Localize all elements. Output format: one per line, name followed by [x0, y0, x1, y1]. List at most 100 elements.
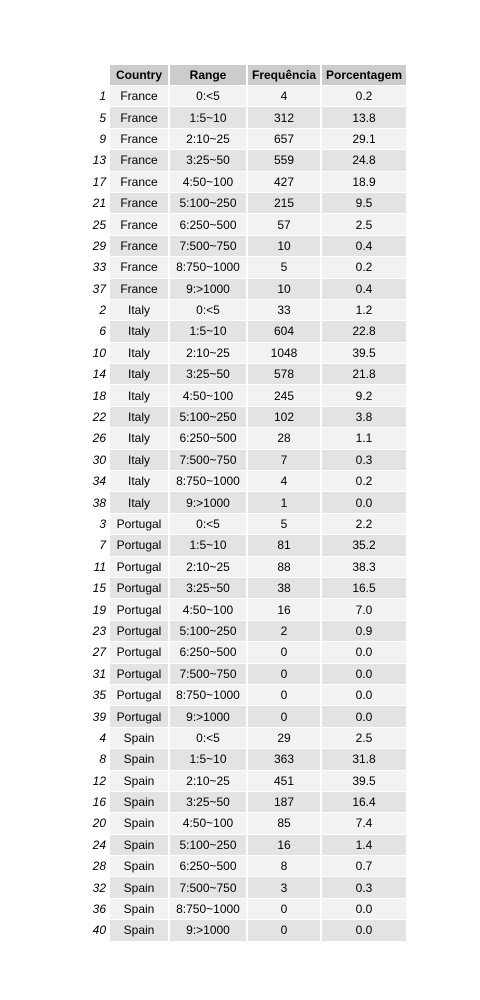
table-row: 19 Portugal 4:50~100 16 7.0 — [82, 599, 406, 620]
row-index: 38 — [92, 495, 106, 510]
cell-country: Portugal — [110, 513, 168, 535]
cell-range: 3:25~50 — [170, 791, 246, 813]
cell-frequencia: 88 — [248, 556, 320, 577]
cell-country: Spain — [110, 898, 168, 920]
cell-porcentagem: 21.8 — [322, 364, 406, 385]
cell-frequencia: 0 — [248, 663, 320, 684]
cell-frequencia: 245 — [248, 385, 320, 406]
cell-range: 7:500~750 — [170, 877, 246, 898]
row-index: 11 — [93, 559, 106, 574]
cell-country: Italy — [110, 385, 168, 406]
table-row: 21 France 5:100~250 215 9.5 — [82, 192, 406, 214]
table-row: 7 Portugal 1:5~10 81 35.2 — [82, 535, 406, 556]
row-index: 39 — [92, 709, 106, 724]
row-index: 9 — [99, 131, 106, 146]
cell-porcentagem: 24.8 — [322, 150, 406, 171]
table-row: 38 Italy 9:>1000 1 0.0 — [82, 492, 406, 513]
header-porcentagem: Porcentagem — [322, 65, 406, 85]
row-index: 17 — [92, 174, 106, 189]
row-index: 7 — [99, 538, 106, 553]
cell-frequencia: 1 — [248, 492, 320, 513]
cell-frequencia: 0 — [248, 920, 320, 941]
cell-porcentagem: 1.1 — [322, 428, 406, 449]
table-row: 28 Spain 6:250~500 8 0.7 — [82, 856, 406, 877]
row-index: 36 — [92, 902, 106, 917]
cell-frequencia: 657 — [248, 128, 320, 150]
header-range: Range — [170, 65, 246, 85]
row-index: 6 — [99, 324, 106, 339]
cell-frequencia: 29 — [248, 727, 320, 749]
table-row: 2 Italy 0:<5 33 1.2 — [82, 299, 406, 321]
cell-porcentagem: 0.9 — [322, 620, 406, 642]
cell-porcentagem: 0.3 — [322, 449, 406, 471]
cell-country: Spain — [110, 770, 168, 791]
cell-range: 5:100~250 — [170, 406, 246, 428]
cell-frequencia: 215 — [248, 192, 320, 214]
row-index: 16 — [92, 795, 106, 810]
cell-range: 7:500~750 — [170, 663, 246, 684]
table-row: 12 Spain 2:10~25 451 39.5 — [82, 770, 406, 791]
cell-country: Spain — [110, 856, 168, 877]
row-index: 8 — [99, 752, 106, 767]
cell-range: 8:750~1000 — [170, 257, 246, 278]
table-row: 22 Italy 5:100~250 102 3.8 — [82, 406, 406, 428]
cell-porcentagem: 35.2 — [322, 535, 406, 556]
table-row: 17 France 4:50~100 427 18.9 — [82, 171, 406, 192]
cell-range: 6:250~500 — [170, 428, 246, 449]
cell-country: France — [110, 257, 168, 278]
cell-country: France — [110, 150, 168, 171]
cell-range: 6:250~500 — [170, 642, 246, 663]
cell-porcentagem: 9.2 — [322, 385, 406, 406]
cell-country: Italy — [110, 364, 168, 385]
cell-porcentagem: 0.0 — [322, 663, 406, 684]
table-body: 1 France 0:<5 4 0.2 5 France 1:5~10 312 13.8 9 Fran… — [82, 86, 406, 941]
cell-porcentagem: 13.8 — [322, 107, 406, 128]
cell-country: France — [110, 171, 168, 192]
cell-porcentagem: 38.3 — [322, 556, 406, 577]
cell-porcentagem: 31.8 — [322, 749, 406, 770]
cell-country: Spain — [110, 834, 168, 856]
cell-range: 5:100~250 — [170, 834, 246, 856]
cell-country: Italy — [110, 406, 168, 428]
cell-country: Italy — [110, 492, 168, 513]
cell-country: Portugal — [110, 599, 168, 620]
cell-frequencia: 10 — [248, 278, 320, 299]
cell-country: France — [110, 86, 168, 107]
cell-porcentagem: 0.7 — [322, 856, 406, 877]
row-index: 35 — [92, 688, 106, 703]
cell-range: 1:5~10 — [170, 321, 246, 342]
cell-country: Italy — [110, 471, 168, 492]
row-index: 13 — [92, 153, 106, 168]
header-country: Country — [110, 65, 168, 85]
cell-frequencia: 5 — [248, 257, 320, 278]
cell-range: 4:50~100 — [170, 171, 246, 192]
row-index: 23 — [92, 623, 106, 638]
cell-country: Italy — [110, 342, 168, 364]
table-row: 9 France 2:10~25 657 29.1 — [82, 128, 406, 150]
cell-porcentagem: 29.1 — [322, 128, 406, 150]
cell-frequencia: 28 — [248, 428, 320, 449]
cell-frequencia: 2 — [248, 620, 320, 642]
cell-range: 0:<5 — [170, 86, 246, 107]
table-row: 26 Italy 6:250~500 28 1.1 — [82, 428, 406, 449]
cell-country: France — [110, 214, 168, 235]
cell-range: 0:<5 — [170, 727, 246, 749]
cell-range: 4:50~100 — [170, 813, 246, 834]
cell-porcentagem: 16.5 — [322, 577, 406, 599]
cell-range: 2:10~25 — [170, 128, 246, 150]
cell-porcentagem: 0.4 — [322, 278, 406, 299]
table-row: 31 Portugal 7:500~750 0 0.0 — [82, 663, 406, 684]
cell-porcentagem: 0.0 — [322, 898, 406, 920]
cell-frequencia: 0 — [248, 642, 320, 663]
cell-porcentagem: 3.8 — [322, 406, 406, 428]
cell-range: 9:>1000 — [170, 278, 246, 299]
cell-porcentagem: 2.5 — [322, 727, 406, 749]
cell-porcentagem: 0.4 — [322, 235, 406, 257]
table-row: 20 Spain 4:50~100 85 7.4 — [82, 813, 406, 834]
table-row: 24 Spain 5:100~250 16 1.4 — [82, 834, 406, 856]
cell-range: 7:500~750 — [170, 235, 246, 257]
row-index: 1 — [99, 89, 106, 104]
table-row: 23 Portugal 5:100~250 2 0.9 — [82, 620, 406, 642]
table-row: 1 France 0:<5 4 0.2 — [82, 86, 406, 107]
table-row: 27 Portugal 6:250~500 0 0.0 — [82, 642, 406, 663]
